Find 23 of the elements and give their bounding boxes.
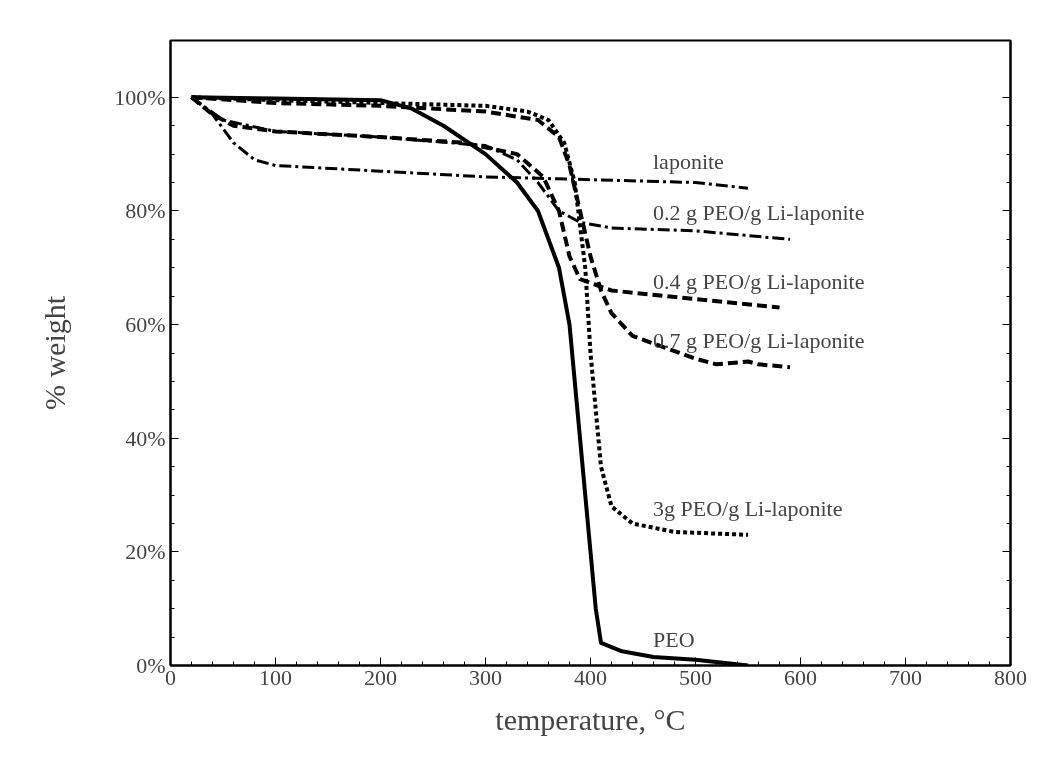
y-tick-label: 60% (125, 312, 166, 338)
x-tick-label: 500 (679, 664, 712, 690)
series-label: PEO (653, 626, 695, 652)
x-tick-label: 200 (364, 664, 397, 690)
series-label: laponite (653, 149, 724, 175)
series-label: 0.4 g PEO/g Li-laponite (653, 268, 865, 294)
x-tick-label: 400 (574, 664, 607, 690)
y-tick-label: 20% (125, 539, 166, 565)
y-tick-label: 0% (136, 653, 166, 678)
series-label: 0.2 g PEO/g Li-laponite (653, 200, 865, 226)
x-tick-label: 100 (259, 664, 292, 690)
y-tick-label: 80% (125, 198, 166, 224)
series-label: 0.7 g PEO/g Li-laponite (653, 328, 865, 354)
x-axis-title: temperature, °C (495, 702, 686, 736)
y-axis-title: % weight (38, 295, 72, 411)
series-label: 3g PEO/g Li-laponite (653, 495, 843, 521)
y-tick-label: 100% (114, 84, 166, 110)
x-tick-label: 300 (469, 664, 502, 690)
y-tick-label: 40% (125, 425, 166, 451)
x-tick-label: 800 (994, 664, 1027, 690)
x-tick-label: 0 (165, 664, 176, 690)
x-tick-label: 700 (889, 664, 922, 690)
x-tick-label: 600 (784, 664, 817, 690)
